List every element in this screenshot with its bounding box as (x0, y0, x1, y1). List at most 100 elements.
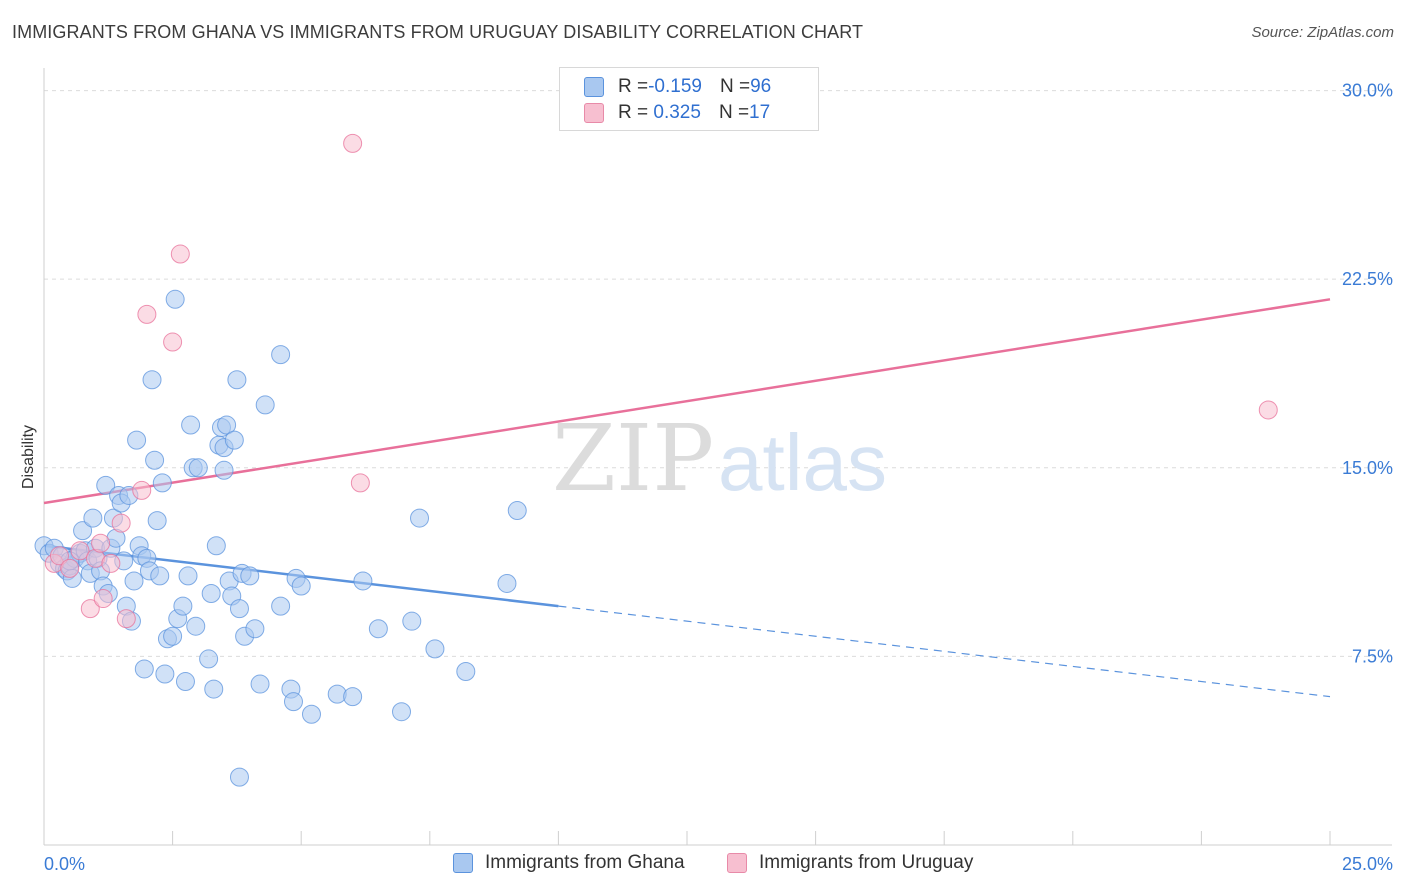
point-0-42 (152, 473, 172, 493)
legend-n-label: N = (719, 76, 751, 97)
point-1-10 (116, 609, 136, 629)
y-tick-label-0: 7.5% (1352, 646, 1393, 666)
legend-n-value: 17 (749, 102, 771, 123)
point-0-86 (392, 702, 412, 722)
point-0-62 (214, 460, 234, 480)
series-1 (44, 133, 1278, 629)
watermark-zip: ZIP (552, 405, 714, 512)
bottom-legend-label-ghana: Immigrants from Ghana (485, 852, 685, 873)
point-0-63 (217, 415, 237, 435)
legend-r-value: 0.325 (648, 102, 701, 123)
legend-swatch-ghana (584, 77, 604, 97)
point-0-83 (343, 687, 363, 707)
trend-line-ghana-dashed (558, 605, 1331, 698)
bottom-legend-swatch-ghana (453, 853, 473, 873)
point-0-92 (507, 501, 527, 521)
chart-title: IMMIGRANTS FROM GHANA VS IMMIGRANTS FROM… (12, 22, 864, 42)
point-0-11 (73, 521, 93, 541)
series-0 (34, 289, 527, 787)
point-0-72 (245, 619, 265, 639)
trend-line-uruguay (43, 298, 1331, 505)
legend-n-label: N = (718, 102, 750, 123)
point-0-90 (456, 661, 476, 681)
legend-r-label: R = (618, 76, 649, 97)
point-0-31 (124, 571, 144, 591)
legend-n-value: 96 (750, 76, 772, 97)
point-0-71 (240, 566, 260, 586)
point-0-32 (127, 430, 147, 450)
point-1-9 (111, 513, 131, 533)
point-0-43 (155, 664, 175, 684)
point-1-6 (91, 533, 111, 553)
point-1-14 (170, 244, 190, 264)
legend-r-label: R = (618, 102, 649, 123)
point-0-38 (142, 370, 162, 390)
point-0-46 (165, 289, 185, 309)
axes (43, 68, 1392, 846)
point-0-91 (497, 573, 517, 593)
point-1-8 (101, 553, 121, 573)
point-0-51 (181, 415, 201, 435)
point-0-89 (425, 639, 445, 659)
point-0-85 (368, 619, 388, 639)
point-0-48 (173, 596, 193, 616)
point-0-58 (206, 536, 226, 556)
legend-swatch-uruguay (584, 103, 604, 123)
x-tick-label-0: 0.0% (44, 854, 85, 874)
point-0-57 (204, 679, 224, 699)
point-1-16 (350, 473, 370, 493)
point-0-56 (201, 584, 221, 604)
point-1-3 (70, 541, 90, 561)
point-0-78 (283, 692, 303, 712)
point-1-13 (163, 332, 183, 352)
point-0-20 (96, 475, 116, 495)
point-0-87 (402, 611, 422, 631)
point-0-84 (353, 571, 373, 591)
bottom-legend-ghana: Immigrants from Ghana (453, 852, 685, 874)
point-0-50 (178, 566, 198, 586)
point-1-11 (132, 480, 152, 500)
point-0-88 (410, 508, 430, 528)
point-1-4 (80, 599, 100, 619)
point-1-2 (60, 558, 80, 578)
point-1-15 (343, 133, 363, 153)
point-1-17 (1258, 400, 1278, 420)
point-0-76 (271, 596, 291, 616)
point-0-49 (175, 672, 195, 692)
x-tick-labels: 0.0% 25.0% (44, 854, 1393, 874)
bottom-legend-uruguay: Immigrants from Uruguay (727, 852, 973, 874)
y-tick-label-2: 22.5% (1342, 269, 1393, 289)
legend-r-value: -0.159 (648, 76, 702, 97)
bottom-legend-label-uruguay: Immigrants from Uruguay (759, 852, 974, 873)
point-0-73 (250, 674, 270, 694)
point-1-12 (137, 304, 157, 324)
data-points (34, 133, 1278, 787)
point-0-40 (147, 511, 167, 531)
point-0-75 (271, 345, 291, 365)
point-0-35 (134, 659, 154, 679)
y-tick-labels: 7.5% 15.0% 22.5% 30.0% (1342, 81, 1393, 667)
watermark-atlas: atlas (718, 418, 887, 507)
point-0-67 (227, 370, 247, 390)
point-0-93 (229, 767, 249, 787)
point-0-41 (150, 566, 170, 586)
point-0-39 (145, 450, 165, 470)
source-credit: Source: ZipAtlas.com (1251, 24, 1394, 41)
bottom-legend-swatch-uruguay (727, 853, 747, 873)
y-axis-label: Disability (20, 425, 37, 489)
x-tick-label-1: 25.0% (1342, 854, 1393, 874)
point-0-45 (163, 626, 183, 646)
point-1-7 (93, 589, 113, 609)
point-0-15 (83, 508, 103, 528)
point-0-74 (255, 395, 275, 415)
stats-legend: R = -0.159 N = 96 R = 0.325 N = 17 (559, 67, 819, 131)
legend-row-uruguay: R = 0.325 N = 17 (584, 100, 770, 126)
point-0-80 (291, 576, 311, 596)
point-0-81 (301, 704, 321, 724)
y-tick-label-3: 30.0% (1342, 81, 1393, 101)
legend-row-ghana: R = -0.159 N = 96 (584, 74, 771, 100)
point-1-1 (49, 546, 69, 566)
point-0-66 (224, 430, 244, 450)
point-0-53 (186, 616, 206, 636)
